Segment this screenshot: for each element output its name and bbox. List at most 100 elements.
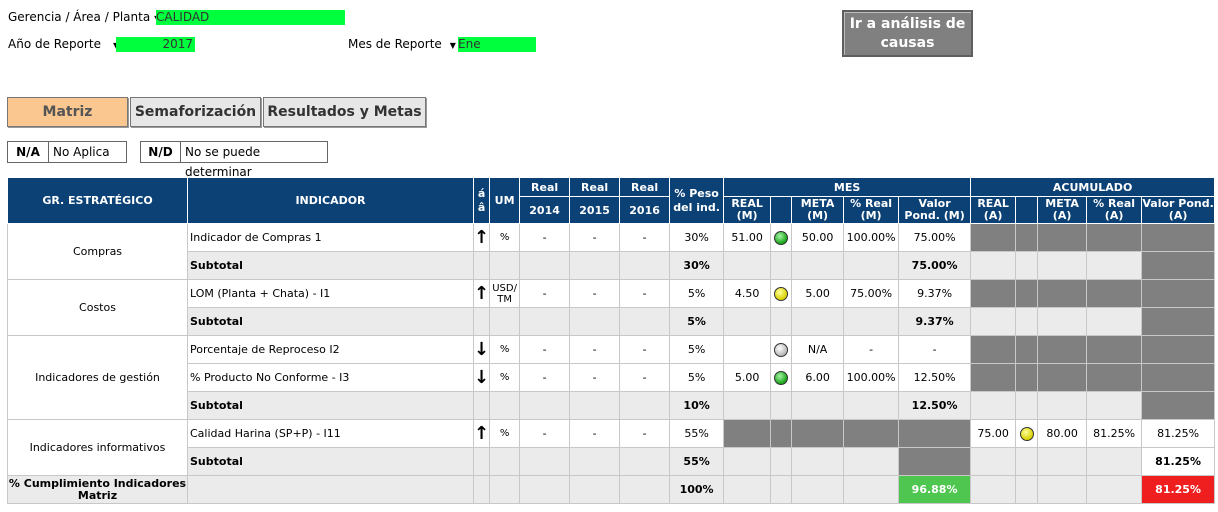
dropdown-arrow-icon[interactable]: ▼ — [449, 41, 456, 50]
empty-cell — [519, 307, 571, 336]
header-mes: MES — [723, 177, 972, 197]
empty-cell — [1015, 447, 1039, 476]
real-m-cell: 5.00 — [723, 363, 772, 392]
empty-cell — [1141, 391, 1216, 420]
empty-cell — [489, 475, 521, 504]
real-2016-cell: - — [619, 363, 671, 392]
gerencia-value[interactable]: CALIDAD — [156, 10, 345, 25]
total-label: % Cumplimiento Indicadores Matriz — [7, 475, 188, 504]
empty-acum-cell — [1141, 335, 1216, 364]
lamp-m-cell — [770, 223, 793, 252]
empty-acum-cell — [1086, 223, 1143, 252]
empty-cell — [619, 391, 671, 420]
empty-cell — [970, 475, 1017, 504]
empty-mes-cell — [898, 419, 972, 448]
header-real-2015: Real — [569, 177, 621, 197]
tab-matriz[interactable]: Matriz — [7, 97, 128, 127]
real-a-cell: 75.00 — [970, 419, 1017, 448]
subtotal-label: Subtotal — [187, 447, 474, 476]
mes-value[interactable]: Ene — [458, 37, 536, 52]
header-acumulado: ACUMULADO — [970, 177, 1216, 197]
empty-mes-cell — [723, 419, 772, 448]
subtotal-row: Subtotal 30% 75.00% — [8, 251, 1216, 280]
empty-cell — [569, 391, 621, 420]
meta-m-cell: 50.00 — [791, 223, 845, 252]
empty-cell — [843, 307, 900, 336]
empty-cell — [472, 307, 491, 336]
group-name: Compras — [7, 223, 188, 280]
mes-label: Mes de Reporte — [348, 37, 442, 51]
trend-cell: ↑ — [472, 279, 491, 308]
total-peso: 100% — [669, 475, 725, 504]
empty-cell — [770, 475, 793, 504]
header-real-2016: Real — [619, 177, 671, 197]
matriz-body: Compras Indicador de Compras 1 ↑% - - -30% 51.… — [7, 223, 1216, 504]
header-pct-a: % Real (A) — [1086, 196, 1143, 224]
header-gr-estrategico: GR. ESTRATÉGICO — [7, 177, 188, 224]
empty-cell — [1086, 251, 1143, 280]
legend-value: No Aplica — [53, 145, 110, 159]
total-vp-m: 96.88% — [898, 475, 972, 504]
um-cell: USD/ TM — [489, 279, 521, 308]
table-row: Costos LOM (Planta + Chata) - I1 ↑ USD/ TM -… — [7, 279, 1216, 336]
subtotal-row: Subtotal 5% 9.37% — [8, 307, 1216, 336]
subtotal-vp-m: 12.50% — [898, 391, 972, 420]
meta-m-cell: N/A — [791, 335, 845, 364]
pct-m-cell: 75.00% — [843, 279, 900, 308]
empty-cell — [472, 251, 491, 280]
empty-mes-cell — [770, 419, 793, 448]
vp-m-cell: 75.00% — [898, 223, 972, 252]
anio-value[interactable]: 2017 — [116, 37, 195, 52]
status-lamp-icon — [1019, 426, 1034, 441]
empty-cell — [791, 475, 845, 504]
empty-cell — [723, 251, 772, 280]
real-2014-cell: - — [519, 363, 571, 392]
indicador-name: LOM (Planta + Chata) - I1 — [187, 279, 474, 308]
mes-filter[interactable]: Mes de Reporte ▼ — [348, 37, 456, 51]
tab-resultados-metas[interactable]: Resultados y Metas — [263, 97, 426, 127]
empty-cell — [472, 475, 491, 504]
empty-cell — [489, 447, 521, 476]
arrow-up-icon: ↑ — [474, 282, 490, 304]
real-2015-cell: - — [569, 419, 621, 448]
subtotal-row: Subtotal 10% 12.50% — [8, 391, 1216, 420]
trend-cell: ↑ — [472, 223, 491, 252]
empty-cell — [489, 251, 521, 280]
empty-cell — [791, 391, 845, 420]
table-row: Indicadores de gestión Porcentaje de Repr… — [7, 335, 1216, 420]
empty-cell — [1086, 475, 1143, 504]
um-cell: % — [489, 223, 521, 252]
gerencia-filter[interactable]: Gerencia / Área / Planta▼ — [8, 10, 160, 24]
header-vp-a: Valor Pond. (A) — [1141, 196, 1216, 224]
empty-cell — [519, 447, 571, 476]
trend-cell: ↑ — [472, 419, 491, 448]
empty-cell — [970, 447, 1017, 476]
subtotal-peso: 30% — [669, 251, 725, 280]
header-lamp-a — [1015, 196, 1039, 224]
sort-b: â — [477, 200, 486, 214]
empty-cell — [843, 251, 900, 280]
header-vp-m: Valor Pond. (M) — [898, 196, 972, 224]
empty-acum-cell — [1015, 279, 1039, 308]
real-2014-cell: - — [519, 419, 571, 448]
legend-nd: N/D No se puede determinar — [140, 141, 328, 179]
empty-acum-cell — [1037, 279, 1088, 308]
empty-cell — [569, 251, 621, 280]
empty-cell — [1037, 475, 1088, 504]
meta-m-cell: 5.00 — [791, 279, 845, 308]
total-row: % Cumplimiento Indicadores Matriz 100% 96.… — [7, 475, 1216, 504]
indicador-name: Indicador de Compras 1 — [187, 223, 474, 252]
empty-cell — [1086, 391, 1143, 420]
vp-m-cell: 9.37% — [898, 279, 972, 308]
lamp-m-cell — [770, 335, 793, 364]
pct-m-cell: - — [843, 335, 900, 364]
tab-semaforizacion[interactable]: Semaforización — [130, 97, 261, 127]
empty-cell — [770, 447, 793, 476]
header-2015: 2015 — [569, 196, 621, 224]
pct-a-cell: 81.25% — [1086, 419, 1143, 448]
analisis-causas-button[interactable]: Ir a análisis de causas — [842, 10, 973, 57]
empty-cell — [187, 475, 474, 504]
anio-filter[interactable]: Año de Reporte▼ — [8, 37, 119, 51]
